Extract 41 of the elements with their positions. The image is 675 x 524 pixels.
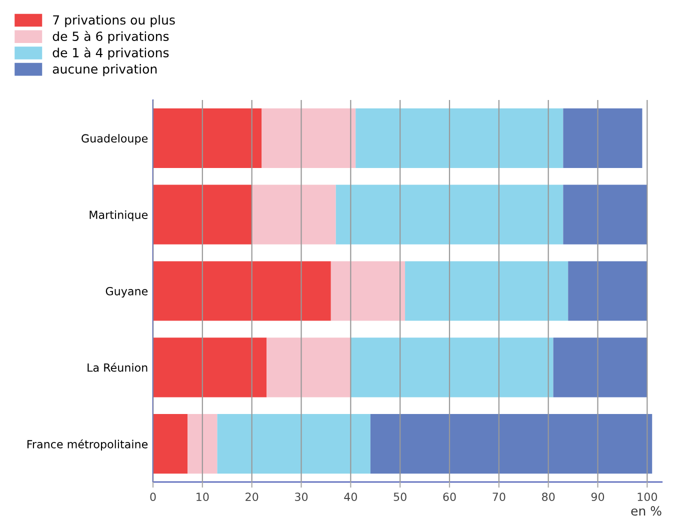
y-tick-label: Guyane — [106, 286, 148, 298]
bar — [262, 108, 356, 168]
bar — [153, 414, 188, 474]
bar — [356, 108, 564, 168]
bar — [350, 338, 554, 398]
x-tick-label: 70 — [492, 492, 506, 502]
x-tick-label: 40 — [344, 492, 357, 502]
y-tick-label: Martinique — [90, 210, 148, 222]
x-tick-label: 60 — [443, 492, 456, 502]
bar — [153, 108, 262, 168]
x-tick-label: 30 — [295, 492, 308, 502]
legend-label: de 1 à 4 privations — [52, 47, 169, 60]
bar — [153, 261, 331, 321]
bar — [153, 338, 267, 398]
bar — [330, 261, 406, 321]
legend-label: de 5 à 6 privations — [52, 30, 169, 44]
y-tick-label: France métropolitaine — [27, 439, 148, 451]
x-tick-label: 100 — [638, 492, 658, 502]
bar — [370, 414, 652, 474]
bar — [266, 338, 351, 398]
x-tick-label: 80 — [542, 492, 555, 502]
bar — [405, 261, 568, 321]
x-tick-label: 10 — [196, 492, 209, 502]
bar — [563, 108, 642, 168]
legend-label: 7 privations ou plus — [53, 14, 175, 28]
x-tick-label: 90 — [591, 492, 604, 502]
x-tick-label: 20 — [246, 492, 258, 502]
bar — [568, 261, 648, 321]
bar — [553, 338, 648, 398]
y-tick-label: La Réunion — [88, 362, 148, 372]
bar — [252, 184, 336, 244]
legend-label: aucune privation — [52, 64, 157, 76]
bar — [153, 184, 252, 244]
bar — [336, 184, 564, 244]
bar — [217, 414, 370, 474]
x-tick-label: 50 — [394, 492, 406, 502]
x-tick-label: 0 — [150, 492, 156, 502]
bar — [188, 414, 218, 474]
x-axis-title: en % — [631, 506, 662, 516]
bar — [563, 184, 648, 244]
y-tick-label: Guadeloupe — [82, 134, 148, 145]
